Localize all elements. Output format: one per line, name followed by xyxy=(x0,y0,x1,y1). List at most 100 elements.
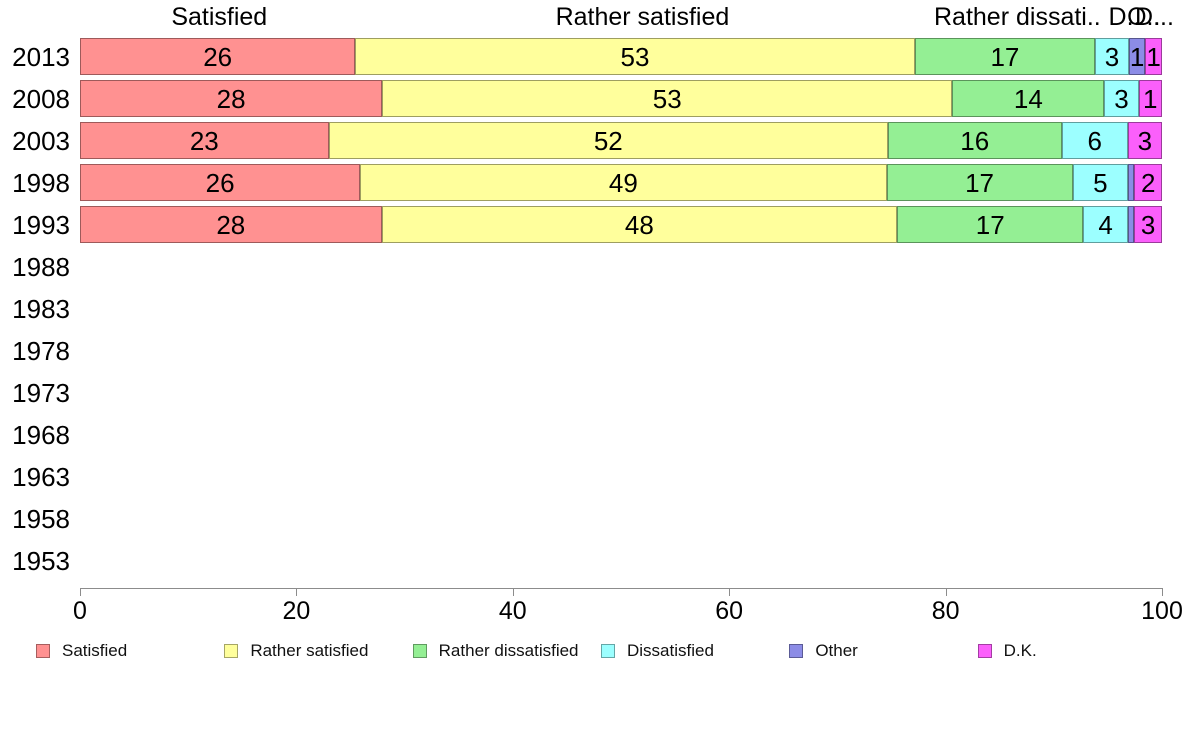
column-header-satisfied: Satisfied xyxy=(171,3,268,31)
y-axis-label: 1988 xyxy=(12,252,70,282)
bar-segment-satisfied[interactable]: 26 xyxy=(80,38,356,75)
y-axis-label: 1993 xyxy=(12,210,70,240)
legend-label: Satisfied xyxy=(62,641,128,660)
legend-color-swatch xyxy=(36,644,50,658)
y-axis-label: 1958 xyxy=(12,504,70,534)
x-axis: 0 20 40 60 80 100 xyxy=(73,588,1183,628)
bar-segment-dissatisfied[interactable]: 6 xyxy=(1061,122,1128,159)
column-header-dissatisfied: D.. xyxy=(1108,3,1141,31)
x-axis-line xyxy=(80,588,1162,589)
bar-segment-d-k[interactable]: 3 xyxy=(1127,122,1162,159)
bar-segment-rather-satisfied[interactable]: 52 xyxy=(328,122,888,159)
y-axis-label: 1978 xyxy=(12,336,70,366)
bar-segment-rather-dissatisfied[interactable]: 16 xyxy=(888,122,1062,159)
bar-value-label: 53 xyxy=(620,41,650,72)
legend-color-swatch xyxy=(412,644,427,658)
bar-row-2003: 23 52 16 6 3 xyxy=(80,122,1162,159)
bar-value-label: 26 xyxy=(205,167,235,198)
bar-value-label: 48 xyxy=(624,209,654,240)
bar-segment-d-k[interactable]: 1 xyxy=(1138,80,1162,117)
bar-value-label: 17 xyxy=(975,209,1005,240)
x-axis-tick xyxy=(296,588,298,596)
bar-segment-rather-dissatisfied[interactable]: 17 xyxy=(886,164,1073,201)
column-header-rather-dissatisfied: Rather dissati.. xyxy=(934,3,1101,31)
bar-value-label: 4 xyxy=(1098,209,1113,240)
bar-value-label: 52 xyxy=(593,125,623,156)
bar-segment-rather-dissatisfied[interactable]: 14 xyxy=(952,80,1105,117)
legend-item-other[interactable]: Other xyxy=(789,638,977,664)
bar-value-label: 3 xyxy=(1114,83,1129,114)
bar-segment-rather-satisfied[interactable]: 48 xyxy=(381,206,898,243)
bar-segment-rather-satisfied[interactable]: 49 xyxy=(360,164,887,201)
bar-value-label: 49 xyxy=(608,167,638,198)
bar-segment-satisfied[interactable]: 26 xyxy=(80,164,361,201)
bar-row-2013: 26 53 17 3 1 1 xyxy=(80,38,1162,75)
legend-item-rather-satisfied[interactable]: Rather satisfied xyxy=(224,638,412,664)
legend-item-d-k[interactable]: D.K. xyxy=(977,638,1166,664)
bar-segment-rather-satisfied[interactable]: 53 xyxy=(355,38,915,75)
bar-row-1998: 26 49 17 5 2 xyxy=(80,164,1163,201)
bar-value-label: 1 xyxy=(1143,83,1158,114)
y-axis-label: 2008 xyxy=(12,84,70,114)
bar-value-label: 3 xyxy=(1104,41,1120,72)
bar-segment-rather-dissatisfied[interactable]: 17 xyxy=(914,38,1096,75)
bar-value-label: 17 xyxy=(990,41,1020,72)
bar-value-label: 23 xyxy=(189,125,219,156)
bar-segment-rather-satisfied[interactable]: 53 xyxy=(382,80,953,117)
y-axis-label: 1983 xyxy=(12,294,70,324)
bar-segment-dissatisfied[interactable]: 5 xyxy=(1072,164,1129,201)
y-axis-label: 2003 xyxy=(12,126,70,156)
y-axis-label: 1963 xyxy=(12,462,70,492)
bar-row-1993: 28 48 17 4 3 xyxy=(80,206,1162,243)
legend-color-swatch xyxy=(224,644,239,658)
bar-segment-satisfied[interactable]: 28 xyxy=(80,80,383,117)
bar-segment-dissatisfied[interactable]: 3 xyxy=(1095,38,1129,75)
bar-segment-other[interactable] xyxy=(1128,206,1135,243)
legend-label: Rather satisfied xyxy=(250,641,369,660)
legend-label: D.K. xyxy=(1003,641,1037,660)
bar-segment-satisfied[interactable]: 28 xyxy=(80,206,382,243)
y-axis-label: 1968 xyxy=(12,420,70,450)
bar-segment-dissatisfied[interactable]: 3 xyxy=(1104,80,1139,117)
legend-item-dissatisfied[interactable]: Dissatisfied xyxy=(600,638,789,664)
bar-value-label: 2 xyxy=(1140,167,1156,198)
x-axis-tick xyxy=(1162,588,1163,596)
legend-color-swatch xyxy=(600,644,615,658)
x-axis-tick xyxy=(945,588,947,596)
column-header-other: O.. xyxy=(1127,3,1161,31)
x-axis-tick-label: 80 xyxy=(931,597,960,625)
bar-value-label: 14 xyxy=(1013,83,1043,114)
bar-value-label: 1 xyxy=(1146,41,1161,72)
bar-value-label: 26 xyxy=(203,41,233,72)
y-axis-label: 2013 xyxy=(12,42,70,72)
bar-segment-other[interactable]: 1 xyxy=(1128,38,1146,75)
bar-value-label: 3 xyxy=(1137,125,1153,156)
bar-segment-d-k[interactable]: 1 xyxy=(1145,38,1162,75)
legend: Satisfied Rather satisfied Rather dissatis… xyxy=(36,638,1166,664)
legend-label: Dissatisfied xyxy=(626,641,714,660)
y-axis-label: 1973 xyxy=(12,378,70,408)
bar-segment-rather-dissatisfied[interactable]: 17 xyxy=(897,206,1084,243)
bar-segment-d-k[interactable]: 2 xyxy=(1134,164,1163,201)
x-axis-tick xyxy=(512,588,514,596)
bar-value-label: 5 xyxy=(1093,167,1108,198)
bar-value-label: 1 xyxy=(1129,41,1145,72)
bar-row-2008: 28 53 14 3 1 xyxy=(80,80,1162,117)
bar-segment-satisfied[interactable]: 23 xyxy=(80,122,329,159)
x-axis-tick-label: 100 xyxy=(1141,597,1183,625)
x-axis-tick xyxy=(80,588,81,596)
bar-value-label: 17 xyxy=(965,167,994,198)
legend-label: Other xyxy=(815,641,858,660)
bars-area: 26 53 17 3 1 1 28 53 14 3 1 23 52 16 6 3 26 49 17 5 2 28 48 17 4… xyxy=(80,36,1163,582)
column-headers: Satisfied Rather satisfied Rather dissati.… xyxy=(80,2,1174,34)
legend-item-satisfied[interactable]: Satisfied xyxy=(36,638,224,664)
bar-value-label: 3 xyxy=(1140,209,1156,240)
bar-segment-d-k[interactable]: 3 xyxy=(1134,206,1162,243)
bar-value-label: 6 xyxy=(1087,125,1102,156)
x-axis-tick-label: 60 xyxy=(715,597,744,625)
bar-segment-other[interactable] xyxy=(1128,164,1135,201)
legend-item-rather-dissatisfied[interactable]: Rather dissatisfied xyxy=(412,638,601,664)
bar-segment-dissatisfied[interactable]: 4 xyxy=(1083,206,1129,243)
x-axis-tick-label: 20 xyxy=(282,597,311,625)
